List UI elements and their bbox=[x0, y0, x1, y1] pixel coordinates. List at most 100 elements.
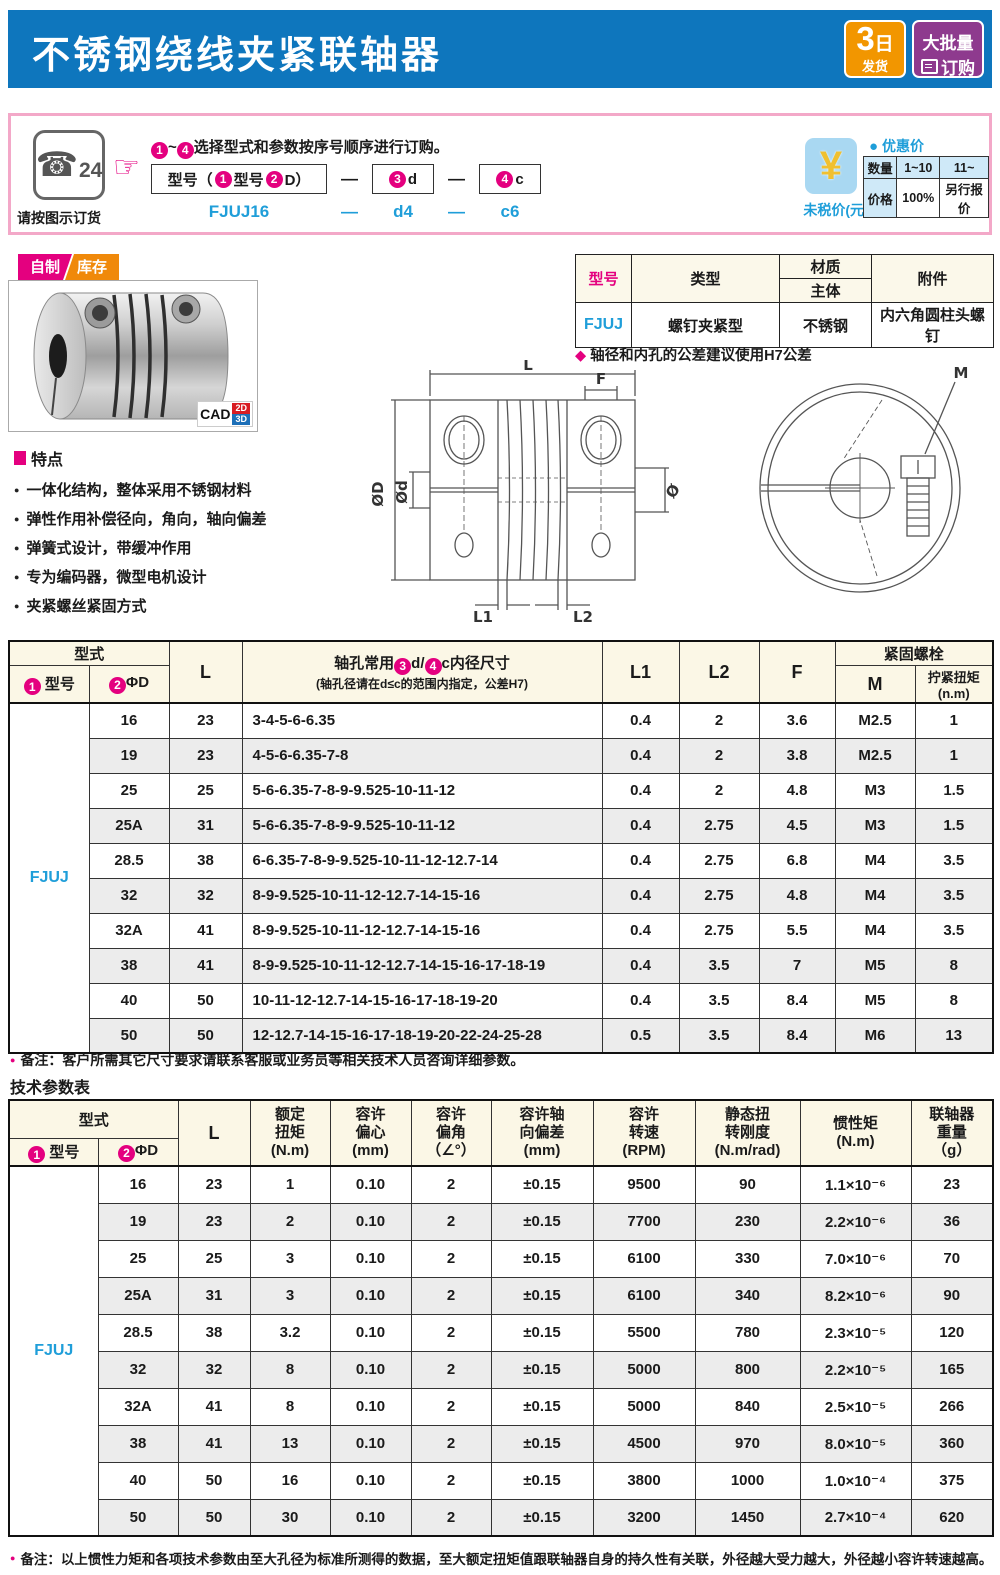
table-cell: 50 bbox=[168, 982, 243, 1019]
diamond-icon: ◆ bbox=[575, 348, 587, 364]
table-cell: 32 bbox=[97, 1350, 179, 1389]
order-example: FJUJ16 — d4 — c6 bbox=[208, 202, 520, 221]
table-cell: 28.5 bbox=[88, 842, 170, 879]
table-row: 19 23 4-5-6-6.35-7-8 0.4 2 3.8 M2.5 1 bbox=[9, 737, 994, 774]
table-cell: 5.5 bbox=[758, 912, 836, 949]
table-cell: 38 bbox=[168, 842, 243, 879]
table-cell: 70 bbox=[910, 1239, 994, 1278]
table-cell: 41 bbox=[177, 1424, 251, 1463]
column-header: 容许 转速 (RPM) bbox=[592, 1099, 696, 1167]
table-cell: 375 bbox=[910, 1461, 994, 1500]
table-cell: 2.75 bbox=[678, 877, 760, 914]
table-cell: 2 bbox=[410, 1387, 492, 1426]
table-cell: ±0.15 bbox=[490, 1498, 594, 1537]
table-cell: 0.4 bbox=[601, 947, 680, 984]
table-cell: 3 bbox=[249, 1276, 331, 1315]
table-cell: 970 bbox=[694, 1424, 801, 1463]
column-header: 容许 偏角 （∠°） bbox=[410, 1099, 492, 1167]
column-header: 型号 bbox=[575, 254, 632, 303]
self-made-tag: 自制 bbox=[18, 254, 72, 280]
table-cell: 0.10 bbox=[329, 1350, 412, 1389]
table-cell: 1~10 bbox=[896, 156, 941, 179]
table-row: 38 41 13 0.10 2 ±0.15 4500 970 8.0×10⁻⁵ 360 bbox=[9, 1424, 994, 1463]
table-cell: 25A bbox=[97, 1276, 179, 1315]
table-cell: 另行报价 bbox=[939, 178, 989, 218]
table-cell: ±0.15 bbox=[490, 1313, 594, 1352]
column-header: 主体 bbox=[779, 278, 872, 303]
table-cell: M4 bbox=[834, 912, 916, 949]
ship-days-badge: 3日 发货 bbox=[844, 20, 906, 78]
table-cell: 3.6 bbox=[758, 702, 836, 739]
product-tags: 自制 库存 bbox=[18, 254, 120, 280]
table-cell: M5 bbox=[834, 982, 916, 1019]
table-cell: 不锈钢 bbox=[779, 302, 872, 348]
tech-params-table: 型式 L 额定 扭矩 (N.m) 容许 偏心 (mm) 容许 偏角 （∠°） 容… bbox=[8, 1099, 995, 1537]
table-cell: 32 bbox=[88, 877, 170, 914]
dim-label-L: L bbox=[523, 360, 533, 374]
column-header: 材质 bbox=[779, 254, 872, 279]
table-cell: 5-6-6.35-7-8-9-9.525-10-11-12 bbox=[241, 807, 603, 844]
table-cell: 840 bbox=[694, 1387, 801, 1426]
table-row: FJUJ 16 23 3-4-5-6-6.35 0.4 2 3.6 M2.5 1 bbox=[8, 702, 994, 1054]
series-label: FJUJ bbox=[8, 702, 90, 1054]
column-header: 1 型号 bbox=[8, 1137, 99, 1167]
table-cell: 0.10 bbox=[329, 1424, 412, 1463]
table2-note: 备注：以上惯性力矩和各项技术参数由至大孔径为标准所测得的数据，至大额定扭矩值跟联… bbox=[10, 1548, 994, 1568]
table-cell: 8-9-9.525-10-11-12-12.7-14-15-16 bbox=[241, 877, 603, 914]
cad-2d-link[interactable]: 2D bbox=[232, 403, 250, 414]
table-cell: 31 bbox=[168, 807, 243, 844]
column-header: 联轴器 重量 （g） bbox=[910, 1099, 994, 1167]
table-cell: 360 bbox=[910, 1424, 994, 1463]
table-cell: 16 bbox=[88, 702, 170, 739]
table-cell: ±0.15 bbox=[490, 1387, 594, 1426]
table-cell: 1.0×10⁻⁴ bbox=[799, 1461, 912, 1500]
yen-price-icon: ¥ bbox=[805, 138, 857, 194]
table-row: 25A 31 3 0.10 2 ±0.15 6100 340 8.2×10⁻⁶ 90 bbox=[9, 1276, 994, 1315]
table-cell: 2 bbox=[410, 1498, 492, 1537]
column-header-bore: 轴孔常用 3 d/4 c内径尺寸 (轴孔径请在d≤c的范围内指定，公差H7) bbox=[241, 640, 603, 704]
cad-badge[interactable]: CAD 2D 3D bbox=[197, 401, 253, 427]
table-cell: 780 bbox=[694, 1313, 801, 1352]
table-cell: 2.5×10⁻⁵ bbox=[799, 1387, 912, 1426]
table-row: 32A 41 8-9-9.525-10-11-12-12.7-14-15-16 0.4… bbox=[9, 912, 994, 949]
table-cell: 3800 bbox=[592, 1461, 696, 1500]
column-header: L2 bbox=[678, 640, 760, 704]
column-header: 型式 bbox=[8, 640, 170, 666]
table-cell: M4 bbox=[834, 842, 916, 879]
table-cell: 1.5 bbox=[914, 772, 994, 809]
table-cell: ±0.15 bbox=[490, 1165, 594, 1204]
table-cell: 6100 bbox=[592, 1239, 696, 1278]
features-list: 一体化结构，整体采用不锈钢材料 弹性作用补偿径向，角向，轴向偏差 弹簧式设计，带… bbox=[14, 476, 354, 621]
column-header: L bbox=[168, 640, 243, 704]
table-cell: 0.10 bbox=[329, 1498, 412, 1537]
table-cell: 100% bbox=[896, 178, 941, 218]
table-cell: M4 bbox=[834, 877, 916, 914]
table-cell: 1 bbox=[914, 702, 994, 739]
table-cell: 3.5 bbox=[678, 947, 760, 984]
table-cell: 0.4 bbox=[601, 877, 680, 914]
table-cell: 0.10 bbox=[329, 1165, 412, 1204]
order-instruction: 1 ~4 选择型式和参数按序号顺序进行订购。 bbox=[151, 136, 449, 159]
table-cell: 38 bbox=[177, 1313, 251, 1352]
table-cell: ±0.15 bbox=[490, 1424, 594, 1463]
table-cell: 2 bbox=[678, 772, 760, 809]
table-cell: 3.5 bbox=[914, 912, 994, 949]
table-cell: 6.8 bbox=[758, 842, 836, 879]
model-code-box: 型号（ 1 型号 2 D） bbox=[151, 164, 327, 194]
tech-params-title: 技术参数表 bbox=[10, 1080, 91, 1097]
table-cell: 9500 bbox=[592, 1165, 696, 1204]
in-stock-tag: 库存 bbox=[65, 254, 120, 280]
table-cell: 25 bbox=[97, 1239, 179, 1278]
table-cell: 266 bbox=[910, 1387, 994, 1426]
table-cell: 16 bbox=[97, 1165, 179, 1204]
table-cell: 32A bbox=[97, 1387, 179, 1426]
price-caption: 未税价(元) bbox=[803, 202, 869, 218]
table-cell: 25A bbox=[88, 807, 170, 844]
table-cell: 50 bbox=[88, 1017, 170, 1054]
list-item: 夹紧螺丝紧固方式 bbox=[14, 592, 354, 621]
cad-3d-link[interactable]: 3D bbox=[232, 414, 250, 425]
features-title: 特点 bbox=[14, 446, 354, 470]
list-item: 一体化结构，整体采用不锈钢材料 bbox=[14, 476, 354, 505]
